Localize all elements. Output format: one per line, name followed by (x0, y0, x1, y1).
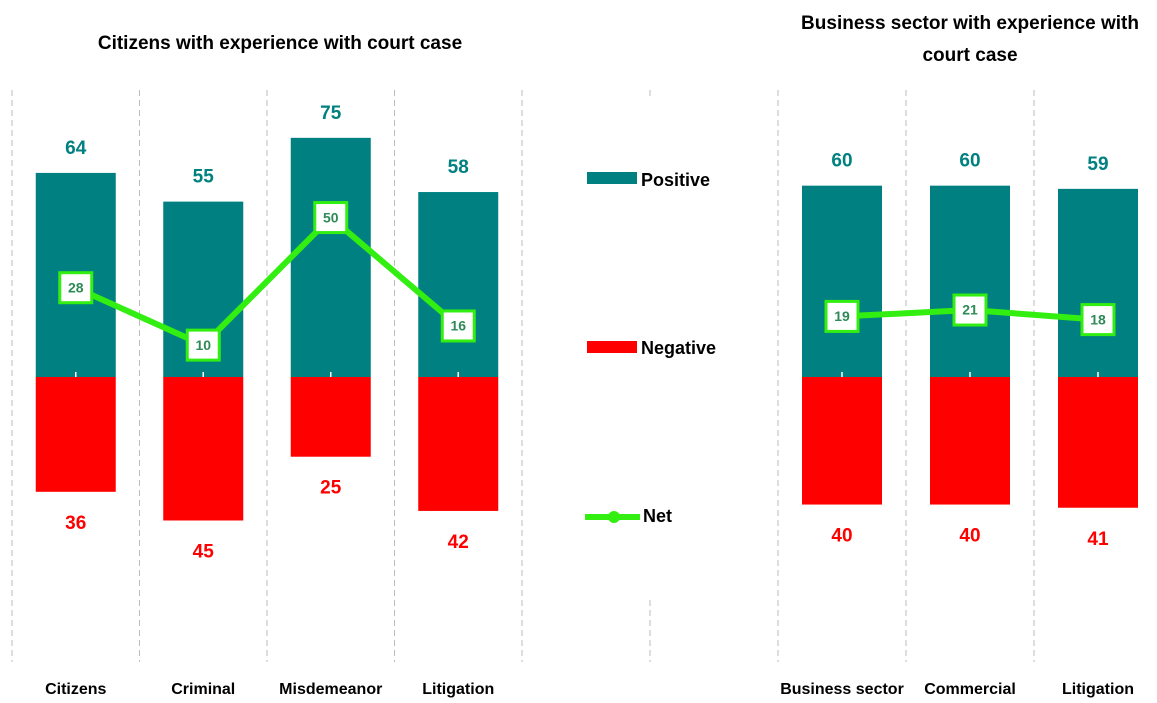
data-label: 36 (65, 513, 86, 534)
x-tick-label: Citizens (45, 681, 106, 698)
data-label: 42 (448, 532, 469, 553)
data-label: 40 (959, 526, 980, 547)
bar (35, 377, 116, 492)
net-line (74, 214, 461, 349)
net-marker (952, 293, 988, 327)
legend-marker (608, 511, 620, 523)
data-label: 55 (193, 167, 215, 188)
data-label: 25 (320, 478, 342, 499)
bar (163, 377, 244, 521)
bar (1058, 377, 1138, 508)
x-tick-label: Criminal (171, 681, 235, 698)
legend-swatch (587, 172, 637, 184)
x-tick-label: Commercial (924, 681, 1016, 698)
legend-label: Negative (641, 338, 716, 358)
data-label: 59 (1087, 154, 1108, 175)
data-label: 58 (448, 157, 469, 178)
x-tick-label: Litigation (422, 681, 494, 698)
data-label: 60 (831, 151, 852, 172)
bar (1058, 188, 1138, 377)
net-label: 28 (68, 279, 84, 295)
legend-label: Net (643, 506, 672, 526)
net-marker (824, 299, 860, 333)
data-label: 40 (831, 526, 852, 547)
data-label: 75 (320, 103, 342, 124)
bar (418, 377, 499, 511)
net-label: 16 (450, 318, 466, 334)
data-label: 64 (65, 138, 87, 159)
data-label: 60 (959, 151, 980, 172)
net-marker (185, 328, 221, 362)
x-tick-label: Litigation (1062, 681, 1134, 698)
legend-swatch (587, 341, 637, 353)
net-label: 19 (834, 308, 850, 324)
net-marker (58, 271, 94, 305)
legend-label: Positive (641, 170, 710, 190)
bar (290, 377, 371, 457)
bar (930, 185, 1010, 377)
bar (802, 185, 882, 377)
bar (930, 377, 1010, 505)
net-label: 21 (962, 302, 978, 318)
net-marker (440, 309, 476, 343)
x-tick-label: Misdemeanor (279, 681, 382, 698)
net-marker (1080, 303, 1116, 337)
x-tick-label: Business sector (780, 681, 904, 698)
bar (418, 192, 499, 377)
net-marker (313, 201, 349, 235)
net-label: 18 (1090, 311, 1106, 327)
net-label: 50 (323, 209, 339, 225)
data-label: 45 (193, 542, 215, 563)
data-label: 41 (1087, 529, 1109, 550)
bar (802, 377, 882, 505)
net-label: 10 (195, 337, 211, 353)
chart-title: Business sector with experience with cou… (801, 13, 1139, 66)
chart-title: Citizens with experience with court case (97, 33, 463, 54)
bar (290, 137, 371, 377)
